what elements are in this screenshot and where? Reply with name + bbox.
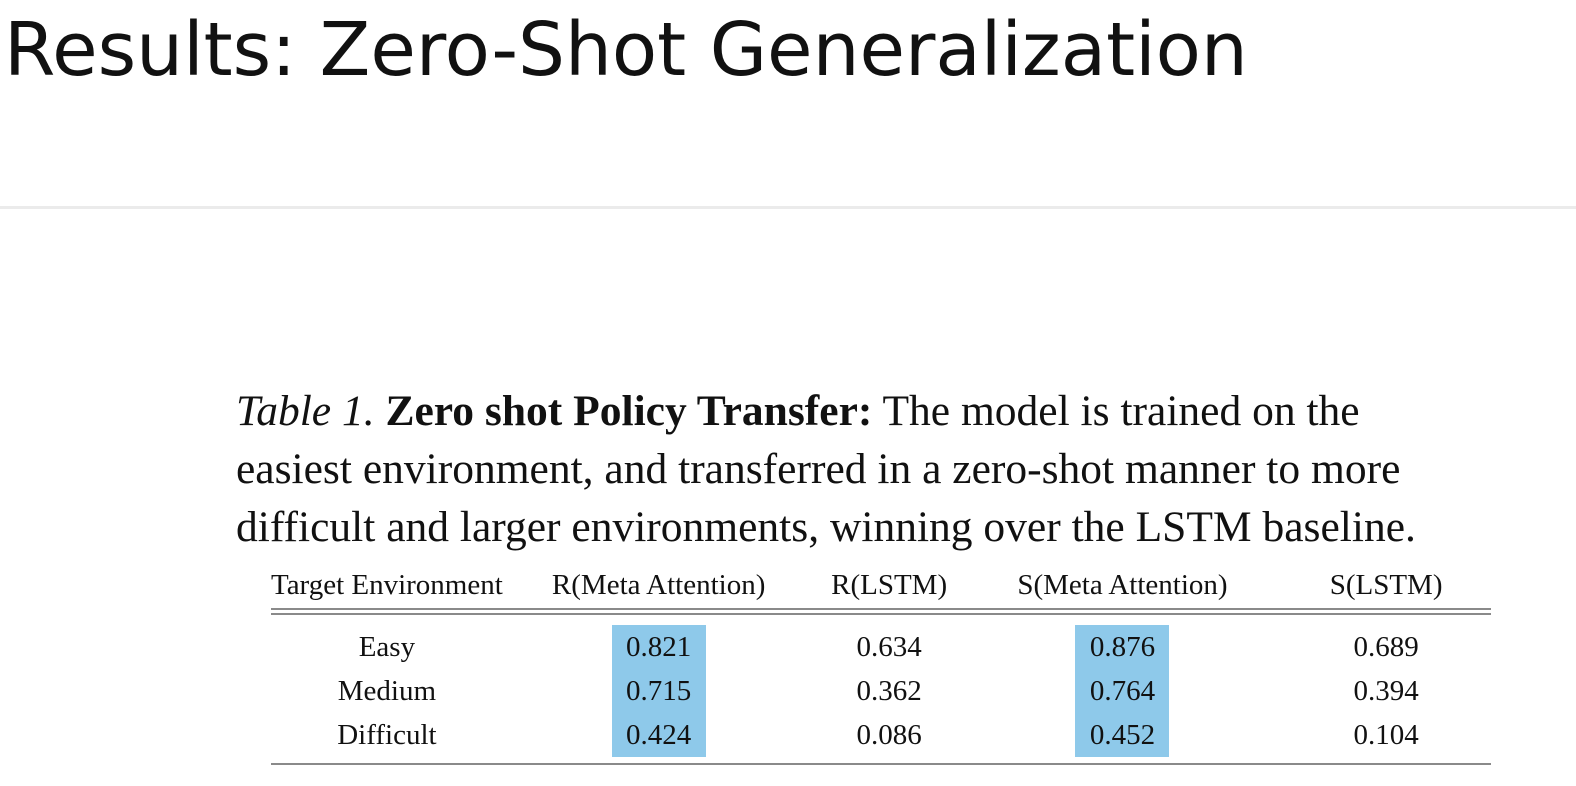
cell-r-lstm: 0.086 <box>815 713 964 764</box>
cell-r-meta-attention: 0.715 <box>503 669 815 713</box>
cell-s-meta-attention: 0.764 <box>964 669 1282 713</box>
cell-text: 0.689 <box>1353 631 1419 663</box>
results-table: Target Environment R(Meta Attention) R(L… <box>271 562 1491 765</box>
highlighted-value: 0.764 <box>1075 669 1170 713</box>
cell-s-meta-attention: 0.876 <box>964 612 1282 669</box>
cell-s-lstm: 0.104 <box>1281 713 1491 764</box>
caption-line-2: easiest environment, and transferred in … <box>236 445 1401 493</box>
table-row: Difficult 0.424 0.086 0.452 0.104 <box>271 713 1491 764</box>
cell-text: Medium <box>337 675 437 707</box>
header-target-environment: Target Environment <box>271 568 503 601</box>
cell-text: Easy <box>358 631 416 663</box>
cell-environment: Medium <box>271 669 503 713</box>
caption-bold-title: Zero shot Policy Transfer: <box>385 387 873 435</box>
cell-text: 0.104 <box>1353 719 1419 751</box>
cell-text: Difficult <box>337 719 437 751</box>
header-r-meta-attention: R(Meta Attention) <box>551 568 766 601</box>
caption-label: Table 1. <box>236 387 375 435</box>
highlighted-value: 0.715 <box>611 669 706 713</box>
cell-text: 0.086 <box>856 719 922 751</box>
cell-r-lstm: 0.362 <box>815 669 964 713</box>
highlighted-value: 0.424 <box>611 713 706 757</box>
cell-s-lstm: 0.689 <box>1281 612 1491 670</box>
cell-r-meta-attention: 0.821 <box>503 612 815 669</box>
caption-line-1: Table 1. Zero shot Policy Transfer: The … <box>236 382 1556 440</box>
highlighted-value: 0.876 <box>1075 625 1170 669</box>
table-header-row: Target Environment R(Meta Attention) R(L… <box>271 562 1491 612</box>
title-divider <box>0 206 1576 209</box>
table-caption: Table 1. Zero shot Policy Transfer: The … <box>236 382 1556 556</box>
cell-text: 0.362 <box>856 675 922 707</box>
cell-s-meta-attention: 0.452 <box>964 713 1282 764</box>
slide-title: Results: Zero-Shot Generalization <box>4 7 1248 93</box>
highlighted-value: 0.821 <box>611 625 706 669</box>
cell-s-lstm: 0.394 <box>1281 669 1491 713</box>
cell-text: 0.634 <box>856 631 922 663</box>
cell-r-lstm: 0.634 <box>815 612 964 670</box>
table-row: Medium 0.715 0.362 0.764 0.394 <box>271 669 1491 713</box>
caption-line-1-text: The model is trained on the <box>882 387 1360 435</box>
highlighted-value: 0.452 <box>1075 713 1170 757</box>
table-row: Easy 0.821 0.634 0.876 0.689 <box>271 612 1491 670</box>
cell-environment: Easy <box>271 612 503 670</box>
cell-environment: Difficult <box>271 713 503 764</box>
cell-text: 0.394 <box>1353 675 1419 707</box>
header-s-lstm: S(LSTM) <box>1329 568 1443 601</box>
cell-r-meta-attention: 0.424 <box>503 713 815 764</box>
header-s-meta-attention: S(Meta Attention) <box>1017 568 1228 601</box>
caption-line-3: difficult and larger environments, winni… <box>236 503 1416 551</box>
header-r-lstm: R(LSTM) <box>831 568 948 601</box>
